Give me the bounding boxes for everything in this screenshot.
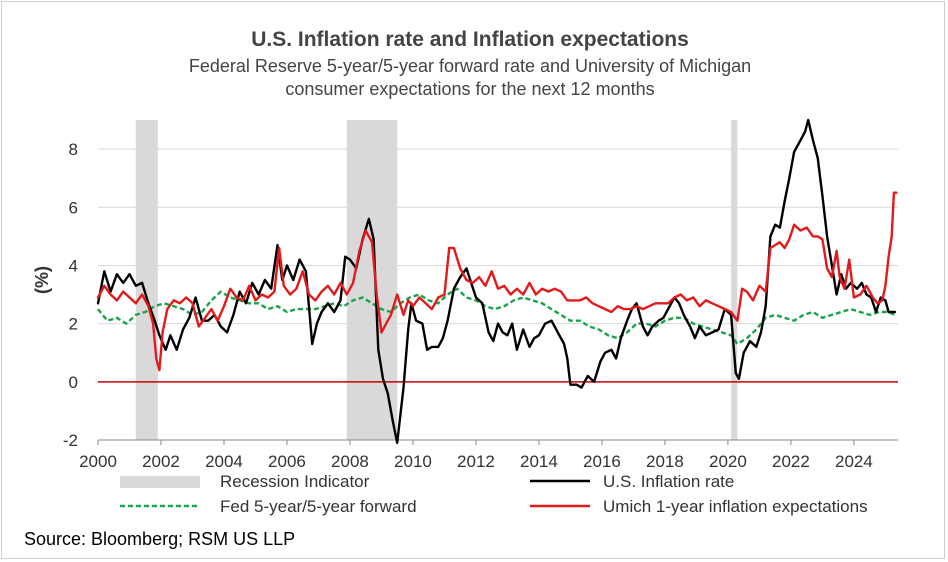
x-tick-label: 2018 — [646, 452, 684, 471]
x-tick-label: 2002 — [142, 452, 180, 471]
legend-label-inflation: U.S. Inflation rate — [603, 472, 734, 491]
y-tick-label: -2 — [63, 431, 78, 450]
y-tick-label: 4 — [69, 256, 78, 275]
x-tick-label: 2000 — [79, 452, 117, 471]
x-tick-label: 2020 — [709, 452, 747, 471]
x-tick-label: 2016 — [583, 452, 621, 471]
y-tick-label: 0 — [69, 373, 78, 392]
recession-band — [135, 120, 158, 440]
legend-swatch-recession — [120, 476, 200, 488]
y-tick-label: 8 — [69, 140, 78, 159]
series-line-fed — [97, 287, 896, 346]
x-axis: 2000 2002 2004 2006 2008 2010 2012 2014 2016 2018… — [79, 439, 898, 471]
x-tick-label: 2014 — [520, 452, 558, 471]
x-tick-label: 2012 — [457, 452, 495, 471]
legend-label-fed: Fed 5-year/5-year forward — [220, 497, 417, 516]
chart-subtitle-line-2: consumer expectations for the next 12 mo… — [285, 79, 654, 99]
recession-bands — [135, 120, 738, 440]
y-tick-label: 2 — [69, 315, 78, 334]
legend-label-recession: Recession Indicator — [220, 472, 370, 491]
x-tick-label: 2004 — [205, 452, 243, 471]
y-tick-label: 6 — [69, 198, 78, 217]
x-tick-label: 2006 — [268, 452, 306, 471]
x-tick-label: 2008 — [331, 452, 369, 471]
x-tick-label: 2024 — [835, 452, 873, 471]
recession-band — [346, 120, 398, 440]
source-note: Source: Bloomberg; RSM US LLP — [24, 529, 295, 549]
series-lines — [96, 118, 898, 445]
series-line-inflation — [96, 118, 897, 445]
chart-subtitle-line-1: Federal Reserve 5-year/5-year forward ra… — [189, 56, 751, 76]
y-axis-label: (%) — [32, 266, 52, 294]
legend-label-umich: Umich 1-year inflation expectations — [603, 497, 868, 516]
x-tick-label: 2022 — [772, 452, 810, 471]
chart-title: U.S. Inflation rate and Inflation expect… — [251, 28, 689, 51]
legend: Recession Indicator U.S. Inflation rate … — [120, 472, 868, 516]
recession-band — [731, 120, 738, 440]
series-line-umich — [96, 191, 898, 372]
x-tick-label: 2010 — [394, 452, 432, 471]
y-axis: -2 0 2 4 6 8 — [63, 140, 78, 450]
